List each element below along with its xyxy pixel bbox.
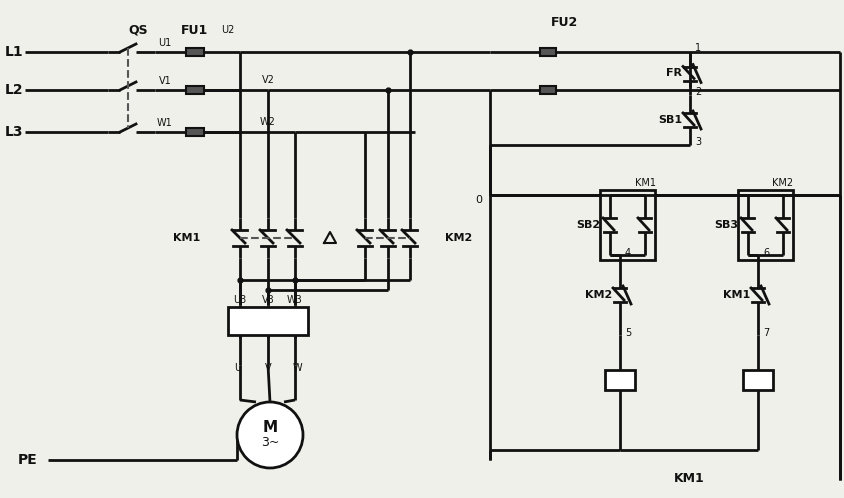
Text: KM1: KM1 [173, 233, 200, 243]
Bar [605, 370, 635, 390]
Bar [228, 307, 308, 335]
Circle shape [237, 402, 303, 468]
Text: L2: L2 [5, 83, 24, 97]
Bar [600, 190, 655, 260]
Text: W: W [292, 363, 302, 373]
Bar [540, 86, 556, 94]
Text: KM1: KM1 [722, 290, 750, 300]
Text: 2: 2 [695, 87, 701, 97]
Text: V2: V2 [262, 75, 274, 85]
Text: 4: 4 [625, 248, 631, 258]
Text: M: M [262, 419, 278, 434]
Text: 7: 7 [763, 328, 769, 338]
Bar [743, 370, 773, 390]
Text: FR: FR [666, 68, 682, 78]
Text: KM2: KM2 [445, 233, 473, 243]
Bar [738, 190, 793, 260]
Text: KM2: KM2 [585, 290, 612, 300]
Text: QS: QS [128, 23, 148, 36]
Text: L3: L3 [5, 125, 24, 139]
Text: U: U [235, 363, 241, 373]
Text: W3: W3 [287, 295, 303, 305]
Text: KM1: KM1 [674, 472, 705, 485]
Text: 5: 5 [625, 328, 631, 338]
Bar [186, 86, 204, 94]
Text: 0: 0 [475, 195, 482, 205]
Text: KM2: KM2 [772, 178, 793, 188]
Text: 6: 6 [763, 248, 769, 258]
Text: SB3: SB3 [714, 220, 738, 230]
Text: SB2: SB2 [576, 220, 600, 230]
Text: PE: PE [18, 453, 38, 467]
Bar [186, 128, 204, 136]
Text: V1: V1 [159, 76, 171, 86]
Text: V3: V3 [262, 295, 274, 305]
Bar [186, 48, 204, 56]
Text: U3: U3 [234, 295, 246, 305]
Text: U1: U1 [159, 38, 171, 48]
Text: 3: 3 [695, 137, 701, 147]
Text: SB1: SB1 [657, 115, 682, 125]
Text: W2: W2 [260, 117, 276, 127]
Bar [540, 48, 556, 56]
Text: FU2: FU2 [551, 15, 579, 28]
Text: U2: U2 [221, 25, 235, 35]
Text: FU1: FU1 [181, 23, 208, 36]
Text: L1: L1 [5, 45, 24, 59]
Text: V: V [265, 363, 271, 373]
Text: 3~: 3~ [261, 435, 279, 449]
Text: 1: 1 [695, 43, 701, 53]
Text: W1: W1 [157, 118, 173, 128]
Text: KM1: KM1 [635, 178, 656, 188]
